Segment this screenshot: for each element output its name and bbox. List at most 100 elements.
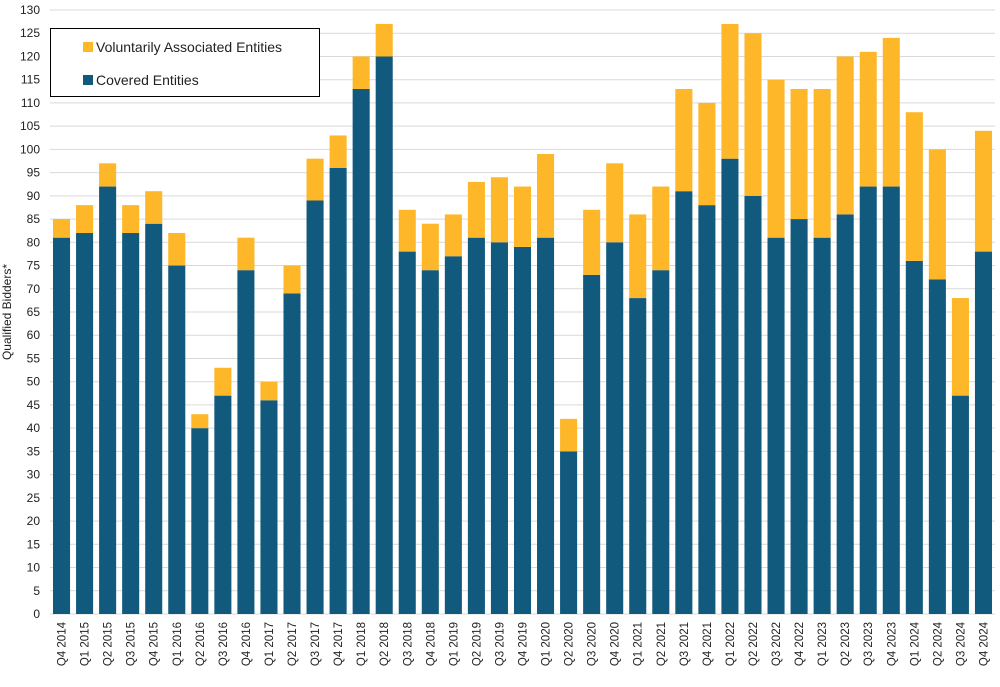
y-tick-label: 0 — [33, 607, 40, 621]
y-tick-label: 25 — [27, 491, 41, 505]
bar-voluntarily-associated-entities — [583, 209, 601, 275]
y-axis-label: Qualified Bidders* — [0, 264, 14, 360]
bar-covered-entities — [329, 167, 347, 614]
x-tick-label: Q2 2015 — [103, 622, 115, 666]
bar-covered-entities — [928, 279, 946, 614]
bar-voluntarily-associated-entities — [974, 130, 993, 252]
bar-voluntarily-associated-entities — [283, 265, 301, 294]
bar-covered-entities — [560, 451, 578, 614]
y-tick-label: 70 — [27, 282, 41, 296]
bar-voluntarily-associated-entities — [52, 219, 71, 238]
bar-voluntarily-associated-entities — [790, 88, 808, 220]
bar-covered-entities — [352, 88, 370, 614]
x-tick-label: Q1 2016 — [172, 622, 184, 666]
x-tick-label: Q4 2024 — [978, 621, 990, 666]
legend-label: Covered Entities — [96, 72, 199, 88]
bar-voluntarily-associated-entities — [122, 205, 140, 234]
y-tick-label: 115 — [21, 73, 40, 87]
bar-covered-entities — [951, 395, 969, 614]
x-tick-label: Q1 2017 — [264, 622, 276, 666]
bar-covered-entities — [652, 270, 670, 614]
y-tick-label: 80 — [27, 235, 41, 249]
x-tick-label: Q3 2020 — [587, 622, 599, 666]
bar-voluntarily-associated-entities — [767, 79, 785, 238]
bar-voluntarily-associated-entities — [836, 56, 854, 215]
bar-covered-entities — [905, 260, 923, 614]
bar-voluntarily-associated-entities — [352, 56, 370, 89]
bar-covered-entities — [583, 274, 601, 614]
bar-voluntarily-associated-entities — [145, 191, 163, 224]
bar-covered-entities — [606, 242, 624, 615]
x-tick-label: Q4 2020 — [610, 622, 622, 666]
x-tick-label: Q1 2022 — [725, 622, 737, 666]
bar-voluntarily-associated-entities — [421, 223, 439, 271]
y-tick-label: 50 — [27, 375, 41, 389]
bar-covered-entities — [306, 200, 324, 614]
bar-voluntarily-associated-entities — [606, 163, 624, 243]
bar-covered-entities — [122, 233, 140, 614]
x-tick-label: Q2 2020 — [564, 622, 576, 666]
x-tick-label: Q3 2015 — [126, 622, 138, 666]
bar-covered-entities — [99, 186, 117, 615]
x-tick-label: Q4 2022 — [794, 622, 806, 666]
bar-covered-entities — [698, 205, 716, 614]
x-tick-label: Q3 2016 — [218, 622, 230, 666]
x-tick-label: Q1 2015 — [80, 622, 92, 666]
bar-covered-entities — [398, 251, 416, 614]
y-tick-label: 20 — [27, 514, 41, 528]
x-tick-label: Q4 2021 — [702, 622, 714, 666]
bar-covered-entities — [537, 237, 555, 614]
bar-covered-entities — [191, 428, 209, 614]
x-tick-label: Q1 2021 — [633, 622, 645, 666]
x-tick-label: Q1 2019 — [448, 622, 460, 666]
x-tick-label: Q4 2018 — [425, 622, 437, 666]
bar-covered-entities — [467, 237, 485, 614]
bar-covered-entities — [744, 195, 762, 614]
bar-voluntarily-associated-entities — [675, 88, 693, 192]
x-tick-label: Q2 2021 — [656, 622, 668, 666]
bar-voluntarily-associated-entities — [629, 214, 647, 299]
x-tick-label: Q2 2017 — [287, 622, 299, 666]
bar-covered-entities — [721, 158, 739, 614]
bar-voluntarily-associated-entities — [444, 214, 462, 257]
bar-voluntarily-associated-entities — [652, 186, 670, 271]
y-tick-label: 120 — [20, 49, 40, 63]
bar-voluntarily-associated-entities — [467, 181, 485, 238]
y-tick-label: 100 — [20, 142, 40, 156]
x-tick-label: Q4 2016 — [241, 622, 253, 666]
bar-covered-entities — [145, 223, 163, 614]
bar-voluntarily-associated-entities — [744, 33, 762, 196]
y-tick-label: 65 — [27, 305, 41, 319]
bar-covered-entities — [52, 237, 71, 614]
y-tick-label: 130 — [20, 3, 40, 17]
y-tick-label: 95 — [27, 166, 41, 180]
bar-covered-entities — [214, 395, 232, 614]
y-tick-label: 60 — [27, 328, 41, 342]
bar-voluntarily-associated-entities — [537, 154, 555, 238]
bar-voluntarily-associated-entities — [76, 205, 94, 234]
x-tick-label: Q4 2014 — [57, 621, 69, 666]
bar-covered-entities — [444, 256, 462, 614]
y-tick-label: 35 — [27, 444, 41, 458]
x-tick-label: Q4 2019 — [518, 622, 530, 666]
bar-voluntarily-associated-entities — [513, 186, 532, 247]
bar-voluntarily-associated-entities — [859, 51, 877, 187]
bar-covered-entities — [421, 270, 439, 614]
y-tick-label: 5 — [33, 584, 40, 598]
y-tick-label: 15 — [27, 537, 41, 551]
x-tick-label: Q1 2024 — [909, 621, 921, 666]
bar-voluntarily-associated-entities — [721, 23, 739, 159]
bar-covered-entities — [283, 293, 301, 614]
bar-voluntarily-associated-entities — [214, 367, 232, 396]
y-tick-label: 10 — [27, 561, 41, 575]
bar-voluntarily-associated-entities — [237, 237, 255, 271]
x-tick-label: Q3 2023 — [863, 622, 875, 666]
x-tick-label: Q4 2015 — [149, 622, 161, 666]
x-tick-label: Q3 2017 — [310, 622, 322, 666]
bar-voluntarily-associated-entities — [928, 149, 946, 280]
bar-covered-entities — [836, 214, 854, 614]
bar-voluntarily-associated-entities — [398, 209, 416, 252]
bar-covered-entities — [375, 56, 393, 614]
bar-voluntarily-associated-entities — [490, 177, 508, 243]
